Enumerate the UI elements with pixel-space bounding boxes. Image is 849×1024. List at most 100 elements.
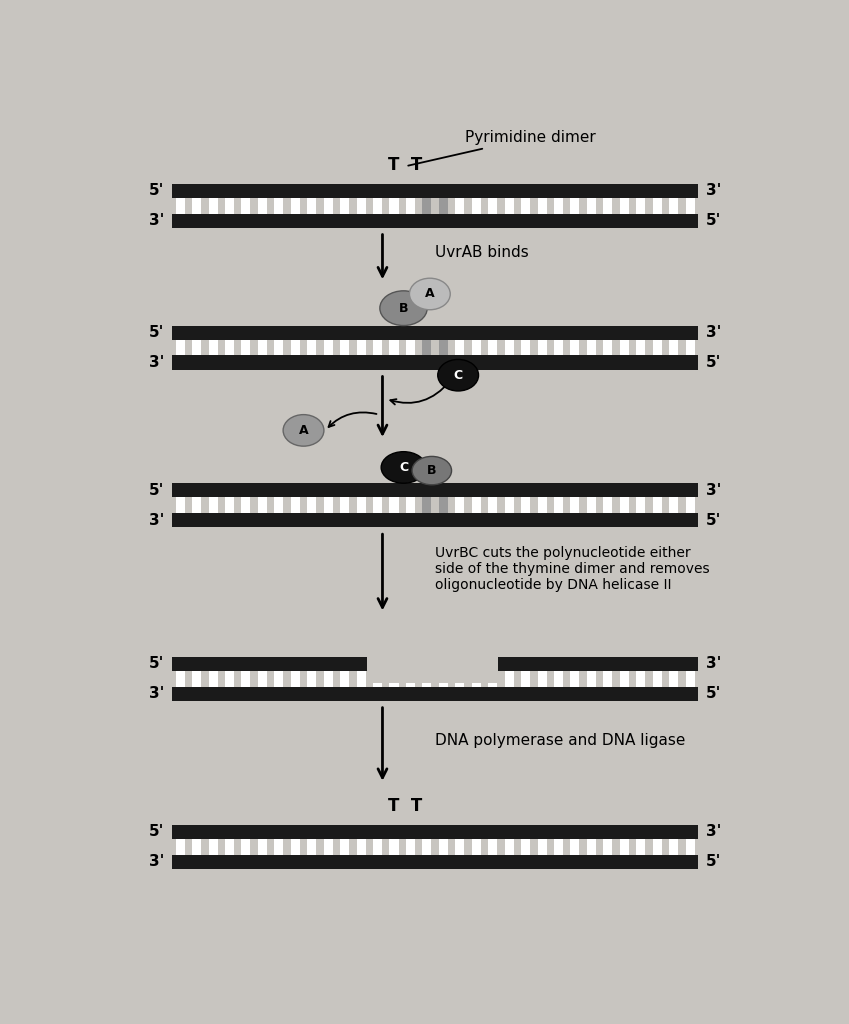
Bar xyxy=(504,198,514,214)
Bar xyxy=(241,340,250,355)
Bar xyxy=(669,340,678,355)
Bar xyxy=(406,839,415,855)
Bar xyxy=(171,326,698,340)
Bar xyxy=(241,671,250,687)
Bar xyxy=(472,198,481,214)
Text: UvrBC cuts the polynucleotide either
side of the thymine dimer and removes
oligo: UvrBC cuts the polynucleotide either sid… xyxy=(435,546,710,592)
Bar xyxy=(571,340,580,355)
Bar xyxy=(685,671,694,687)
Bar xyxy=(604,498,612,513)
Bar xyxy=(537,839,547,855)
Bar xyxy=(455,683,464,687)
Text: 5': 5' xyxy=(706,854,722,869)
Bar xyxy=(323,340,333,355)
Bar xyxy=(571,671,580,687)
Text: 5': 5' xyxy=(706,513,722,527)
Bar xyxy=(620,340,629,355)
Bar xyxy=(258,198,267,214)
Text: C: C xyxy=(399,461,408,474)
Bar xyxy=(192,671,201,687)
Bar xyxy=(620,839,629,855)
Bar xyxy=(225,198,234,214)
Bar xyxy=(422,198,431,214)
Bar xyxy=(422,683,431,687)
Text: 5': 5' xyxy=(149,325,164,340)
Bar xyxy=(373,340,382,355)
Bar xyxy=(209,198,217,214)
Text: 5': 5' xyxy=(149,183,164,199)
Text: 3': 3' xyxy=(706,482,722,498)
Text: 3': 3' xyxy=(706,325,722,340)
Text: B: B xyxy=(399,302,408,314)
Bar xyxy=(455,198,464,214)
Bar xyxy=(258,671,267,687)
Bar xyxy=(669,498,678,513)
Bar xyxy=(357,340,366,355)
Bar xyxy=(472,340,481,355)
Bar xyxy=(225,498,234,513)
Bar xyxy=(340,198,349,214)
Bar xyxy=(323,671,333,687)
Text: DNA polymerase and DNA ligase: DNA polymerase and DNA ligase xyxy=(435,733,685,748)
Text: 3': 3' xyxy=(149,213,164,228)
Bar xyxy=(390,839,398,855)
Bar xyxy=(209,671,217,687)
Bar xyxy=(176,498,185,513)
Bar xyxy=(357,671,366,687)
Bar xyxy=(357,839,366,855)
Text: A: A xyxy=(299,424,308,437)
Bar xyxy=(554,839,563,855)
Text: UvrAB binds: UvrAB binds xyxy=(435,246,529,260)
Bar xyxy=(521,498,530,513)
Bar xyxy=(171,513,698,527)
Bar xyxy=(406,683,415,687)
Bar xyxy=(571,198,580,214)
Bar xyxy=(290,671,300,687)
Bar xyxy=(571,839,580,855)
Bar xyxy=(307,671,317,687)
Bar xyxy=(340,839,349,855)
Bar xyxy=(274,340,284,355)
Bar xyxy=(192,340,201,355)
Bar xyxy=(209,498,217,513)
Bar xyxy=(171,824,698,839)
Text: T  T: T T xyxy=(388,156,423,174)
Bar xyxy=(307,839,317,855)
Bar xyxy=(455,839,464,855)
Bar xyxy=(274,839,284,855)
Bar xyxy=(390,683,398,687)
Bar xyxy=(258,498,267,513)
Text: 5': 5' xyxy=(149,656,164,672)
Ellipse shape xyxy=(412,457,452,484)
Bar xyxy=(488,498,498,513)
Bar xyxy=(685,498,694,513)
Text: 5': 5' xyxy=(706,213,722,228)
Bar xyxy=(620,498,629,513)
Bar xyxy=(537,198,547,214)
Bar xyxy=(171,355,698,370)
Bar xyxy=(307,498,317,513)
Bar xyxy=(422,340,431,355)
Bar xyxy=(439,340,448,355)
Bar xyxy=(307,340,317,355)
Bar xyxy=(587,498,596,513)
Bar xyxy=(455,498,464,513)
Bar xyxy=(357,498,366,513)
Bar xyxy=(274,498,284,513)
Text: 5': 5' xyxy=(706,686,722,701)
Bar xyxy=(422,839,431,855)
Ellipse shape xyxy=(381,452,426,483)
Bar xyxy=(604,671,612,687)
Bar xyxy=(373,683,382,687)
Bar xyxy=(192,198,201,214)
Bar xyxy=(340,340,349,355)
Bar xyxy=(636,340,645,355)
Bar xyxy=(241,839,250,855)
Bar xyxy=(554,340,563,355)
Bar xyxy=(290,498,300,513)
Bar xyxy=(390,498,398,513)
Bar xyxy=(373,198,382,214)
Bar xyxy=(653,671,661,687)
Bar xyxy=(653,498,661,513)
Ellipse shape xyxy=(438,359,479,391)
